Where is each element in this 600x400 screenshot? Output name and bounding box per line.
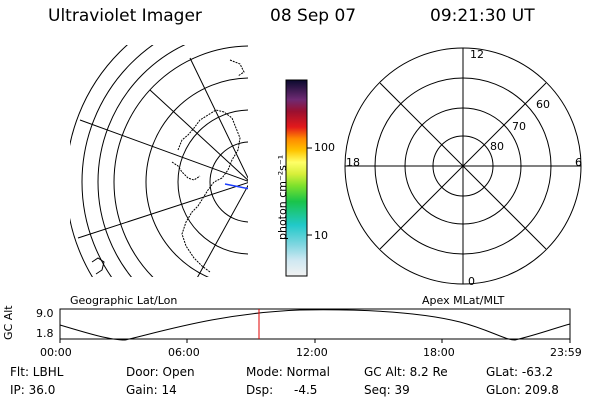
polar-label-0: 0	[468, 275, 475, 288]
lat-label-80: 80	[490, 140, 504, 153]
lat-circle	[145, 77, 248, 277]
colorbar-tick-label: 100	[314, 141, 335, 154]
altitude-ylabel: GC Alt	[2, 305, 15, 340]
caption-apex: Apex MLat/MLT	[422, 294, 505, 307]
time-label: 09:21:30 UT	[430, 6, 535, 26]
x-tick-label: 12:00	[296, 346, 328, 359]
track-line	[224, 183, 248, 190]
altitude-ytick-min: 1.8	[36, 327, 54, 340]
info-dsp-label: Dsp:	[246, 383, 274, 397]
meridian-line	[189, 57, 248, 180]
x-tick-label: 06:00	[168, 346, 200, 359]
info-dsp-value: -4.5	[294, 383, 318, 397]
lat-circle	[209, 141, 248, 223]
info-filter: Flt: LBHL	[10, 365, 64, 379]
info-glon: GLon: 209.8	[486, 383, 559, 397]
lat-label-70: 70	[512, 120, 526, 133]
info-glat: GLat: -63.2	[486, 365, 553, 379]
info-seq: Seq: 39	[364, 383, 410, 397]
coastline	[171, 161, 201, 181]
info-gain: Gain: 14	[126, 383, 177, 397]
meridian-line	[79, 119, 248, 182]
x-tick-label: 23:59	[550, 346, 582, 359]
colorbar-tick-label: 10	[314, 229, 328, 242]
altitude-curve	[59, 309, 571, 341]
island	[91, 257, 105, 275]
info-gc-alt: GC Alt: 8.2 Re	[364, 365, 448, 379]
polar-diagonal	[379, 82, 547, 250]
info-ip: IP: 36.0	[10, 383, 56, 397]
lat-circle	[97, 45, 186, 277]
lat-circle	[113, 45, 248, 277]
x-tick-label: 18:00	[423, 346, 455, 359]
meridian-line	[149, 89, 248, 181]
lat-label-60: 60	[536, 98, 550, 111]
meridian-line	[77, 182, 248, 239]
coastline	[177, 109, 241, 273]
coastline	[229, 59, 245, 77]
altitude-frame	[59, 308, 571, 340]
polar-label-6: 6	[575, 156, 582, 169]
date-label: 08 Sep 07	[270, 6, 357, 26]
lat-circle	[177, 109, 248, 255]
polar-label-18: 18	[346, 156, 360, 169]
lat-circle	[81, 45, 154, 277]
caption-geographic: Geographic Lat/Lon	[70, 294, 178, 307]
info-door: Door: Open	[126, 365, 195, 379]
meridian-line	[197, 184, 248, 277]
colorbar-gradient	[285, 79, 308, 277]
x-tick-label: 00:00	[40, 346, 72, 359]
instrument-title: Ultraviolet Imager	[48, 6, 202, 26]
polar-label-12: 12	[470, 48, 484, 61]
altitude-ytick-max: 9.0	[36, 307, 54, 320]
info-mode: Mode: Normal	[246, 365, 330, 379]
